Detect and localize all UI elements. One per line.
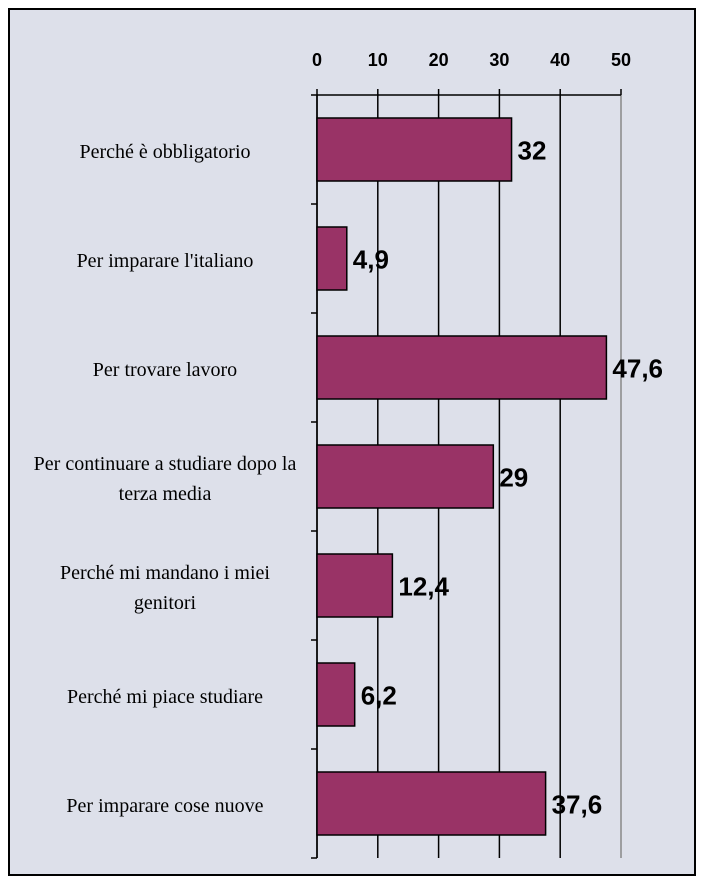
category-label: Per imparare cose nuove	[66, 794, 264, 817]
value-label: 29	[499, 462, 528, 492]
value-label: 32	[518, 135, 547, 165]
value-label: 4,9	[353, 244, 389, 274]
x-tick-label: 50	[611, 50, 631, 70]
value-label: 12,4	[398, 571, 449, 601]
value-label: 37,6	[552, 789, 603, 819]
category-label: Per imparare l'italiano	[76, 249, 254, 272]
category-label: Perché mi piace studiare	[66, 685, 264, 708]
x-tick-label: 40	[550, 50, 570, 70]
value-label: 6,2	[361, 680, 397, 710]
value-label: 47,6	[612, 353, 663, 383]
bar	[316, 553, 394, 618]
bar	[316, 335, 608, 400]
category-label: Per continuare a studiare dopo la terza …	[33, 452, 297, 505]
bar	[316, 117, 513, 182]
bar	[316, 662, 356, 727]
category-label: Perché mi mandano i miei genitori	[60, 561, 270, 614]
category-label: Per trovare lavoro	[92, 358, 238, 381]
bar	[316, 226, 348, 291]
x-tick-label: 30	[489, 50, 509, 70]
bar	[316, 771, 547, 836]
x-tick-label: 10	[368, 50, 388, 70]
x-tick-label: 0	[312, 50, 322, 70]
x-tick-label: 20	[429, 50, 449, 70]
bar	[316, 444, 495, 509]
category-label: Perché è obbligatorio	[79, 140, 251, 163]
